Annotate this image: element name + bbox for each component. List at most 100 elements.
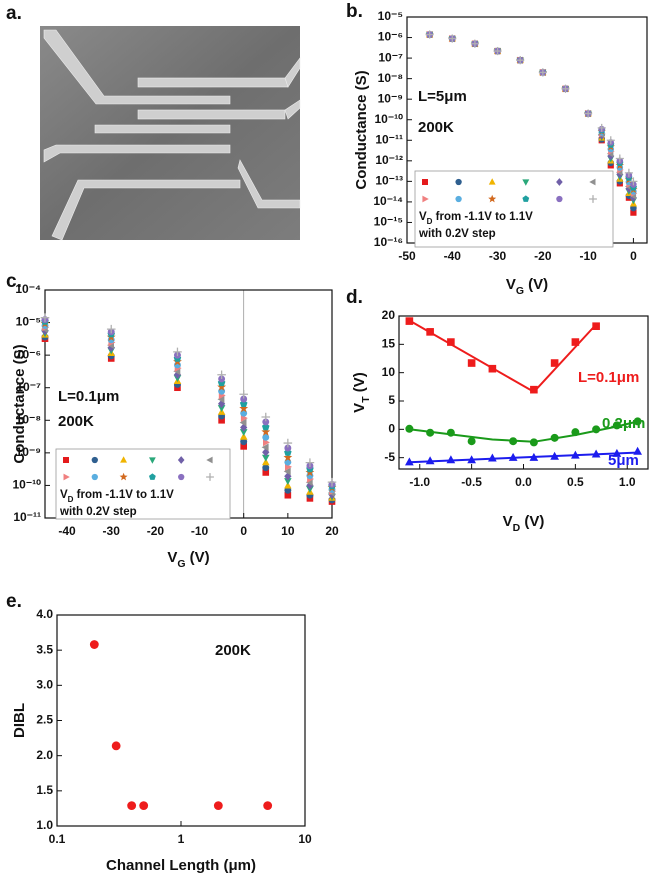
marker: [467, 437, 476, 446]
marker: [139, 801, 149, 811]
x-tick-label: -40: [58, 524, 76, 538]
y-tick-label: 10⁻¹¹: [13, 510, 41, 524]
x-tick-label: 0.0: [515, 475, 532, 489]
marker: [89, 640, 99, 649]
marker: [509, 437, 518, 446]
marker: [405, 424, 414, 433]
marker: [624, 168, 633, 177]
legend-box: [414, 170, 614, 248]
marker: [630, 209, 637, 216]
marker: [493, 47, 502, 56]
x-tick-label: -50: [398, 249, 416, 263]
marker: [218, 416, 225, 424]
sem-image: [40, 26, 301, 241]
y-axis-title-part: (V): [351, 372, 368, 396]
y-tick-label: 3.0: [36, 678, 53, 692]
legend-marker: [522, 195, 530, 202]
panel-label: b.: [346, 1, 363, 22]
legend-marker: [63, 457, 69, 463]
legend-marker: [488, 194, 497, 203]
x-axis-title-part: (V): [524, 276, 548, 293]
marker: [217, 405, 226, 412]
marker: [571, 428, 580, 437]
marker: [446, 455, 456, 464]
plot-frame: [398, 315, 649, 470]
y-tick-label: 10⁻⁶: [16, 347, 41, 361]
x-tick-label: 0.1: [49, 832, 66, 846]
y-tick-label: 10⁻⁶: [378, 30, 403, 44]
x-axis-title-part: G: [516, 285, 524, 297]
x-tick-label: -30: [103, 524, 121, 538]
marker: [550, 451, 559, 460]
x-axis-title: VG (V): [167, 549, 209, 570]
legend-marker: [589, 178, 596, 186]
plot-frame: [56, 614, 306, 827]
marker: [262, 433, 270, 441]
y-tick-label: 1.5: [36, 783, 53, 797]
marker: [447, 338, 455, 346]
marker: [284, 486, 292, 494]
marker: [240, 443, 247, 450]
y-tick-label: 10⁻¹⁶: [374, 235, 403, 249]
marker: [283, 438, 293, 448]
marker: [217, 370, 226, 380]
x-tick-label: 10: [281, 524, 295, 538]
marker: [426, 428, 435, 437]
x-tick-label: 0.5: [567, 475, 584, 489]
series-label: 5μm: [608, 452, 639, 469]
marker: [217, 395, 225, 404]
marker: [508, 452, 518, 461]
marker: [615, 154, 624, 163]
x-axis-title-part: (V): [186, 549, 210, 566]
marker: [173, 347, 182, 357]
x-tick-label: 0: [630, 249, 637, 263]
legend-marker: [488, 178, 496, 185]
marker: [261, 443, 269, 452]
marker: [561, 84, 570, 93]
annotation: 200K: [418, 119, 454, 136]
x-tick-label: 1: [178, 832, 185, 846]
marker: [467, 359, 476, 367]
marker: [111, 741, 121, 751]
y-tick-label: 10⁻⁷: [378, 50, 403, 64]
x-tick-label: 0: [240, 524, 247, 538]
marker: [591, 449, 601, 458]
annotation: L=0.1μm: [58, 388, 119, 405]
marker: [262, 469, 270, 476]
y-tick-label: 10⁻¹³: [375, 174, 403, 188]
x-tick-label: -20: [147, 524, 165, 538]
annotation: L=5μm: [418, 88, 467, 105]
legend-text-part: D: [427, 217, 433, 226]
y-tick-label: 10⁻¹²: [375, 153, 403, 167]
marker: [239, 432, 248, 440]
marker: [571, 450, 580, 459]
fit-line: [408, 319, 597, 394]
x-axis-title-part: D: [513, 522, 521, 534]
x-axis-title-part: (V): [520, 513, 544, 530]
legend-text: VD from -1.1V to 1.1V: [60, 489, 174, 504]
marker: [538, 68, 547, 77]
marker: [261, 427, 271, 436]
marker: [327, 477, 337, 487]
x-tick-label: -40: [444, 249, 462, 263]
legend-marker: [522, 179, 530, 186]
marker: [239, 389, 248, 399]
series-label: L=0.1μm: [578, 369, 639, 386]
marker: [284, 472, 292, 481]
x-tick-label: -20: [534, 249, 552, 263]
y-tick-label: 10⁻⁹: [16, 445, 41, 459]
y-tick-label: 10⁻⁸: [378, 71, 403, 85]
legend-marker: [178, 473, 185, 481]
marker: [629, 177, 638, 186]
legend-text: with 0.2V step: [418, 228, 496, 240]
panel-label: d.: [346, 287, 363, 308]
x-tick-label: 10: [298, 832, 312, 846]
marker: [239, 418, 247, 427]
x-tick-label: -30: [489, 249, 507, 263]
marker: [283, 467, 291, 476]
legend-box: [55, 448, 231, 520]
marker: [262, 464, 270, 472]
y-axis-title: VT (V): [351, 372, 372, 413]
fit-line: [409, 451, 638, 464]
